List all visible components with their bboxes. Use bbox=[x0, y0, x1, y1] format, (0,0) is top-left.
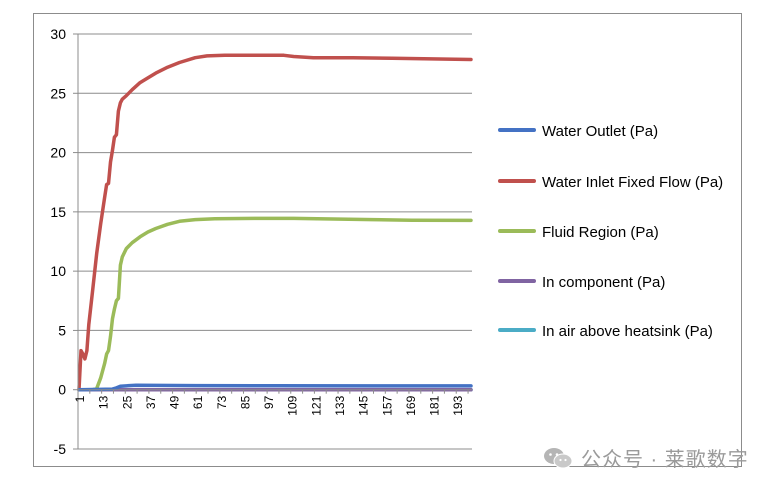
legend-item: Water Outlet (Pa) bbox=[498, 121, 738, 142]
x-tick-label: 1 bbox=[73, 395, 87, 402]
legend-swatch bbox=[498, 229, 536, 233]
y-tick-label: 25 bbox=[50, 85, 66, 101]
x-tick-label: 181 bbox=[428, 395, 442, 415]
x-tick-label: 121 bbox=[309, 395, 323, 415]
x-tick-label: 97 bbox=[262, 395, 276, 409]
watermark: 公众号 · 莱歌数字 bbox=[543, 443, 749, 472]
y-tick-label: -5 bbox=[54, 441, 67, 457]
watermark-text: 公众号 · 莱歌数字 bbox=[581, 449, 749, 471]
legend-label: Water Inlet Fixed Flow (Pa) bbox=[542, 174, 724, 191]
x-tick-label: 49 bbox=[168, 395, 182, 409]
legend-item: In component (Pa) bbox=[498, 272, 738, 293]
x-tick-label: 73 bbox=[215, 395, 229, 409]
x-tick-label: 133 bbox=[333, 395, 347, 415]
axes bbox=[73, 33, 472, 450]
legend-item: Water Inlet Fixed Flow (Pa) bbox=[498, 172, 738, 193]
y-tick-label: 15 bbox=[50, 204, 66, 220]
grid-lines bbox=[78, 33, 472, 450]
series-line-2 bbox=[77, 216, 473, 392]
y-tick-label: 20 bbox=[50, 145, 66, 161]
legend-swatch bbox=[498, 128, 536, 132]
series-line-1 bbox=[77, 53, 473, 392]
series-line-0 bbox=[77, 383, 473, 392]
x-tick-label: 157 bbox=[380, 395, 394, 415]
x-tick-label: 109 bbox=[286, 395, 300, 415]
wechat-icon bbox=[544, 447, 573, 468]
x-tick-label: 13 bbox=[97, 395, 111, 409]
x-tick-label: 25 bbox=[120, 395, 134, 409]
x-tick-label: 169 bbox=[404, 395, 418, 415]
x-tick-label: 61 bbox=[191, 395, 205, 409]
y-tick-label: 30 bbox=[50, 26, 66, 42]
x-tick-label: 37 bbox=[144, 395, 158, 409]
legend-swatch bbox=[498, 328, 536, 332]
x-tick-labels: 1 13 25 37 49 61 73 85 97 109 121 133 145 157 169 181 19… bbox=[73, 395, 465, 415]
legend-label: In component (Pa) bbox=[542, 274, 666, 291]
legend-label: Fluid Region (Pa) bbox=[542, 224, 659, 241]
legend-label: In air above heatsink (Pa) bbox=[542, 323, 713, 340]
y-tick-label: 0 bbox=[58, 382, 66, 398]
legend-item: Fluid Region (Pa) bbox=[498, 222, 738, 243]
y-tick-label: 10 bbox=[50, 263, 66, 279]
x-tick-label: 85 bbox=[238, 395, 252, 409]
legend-swatch bbox=[498, 279, 536, 283]
x-tick-label: 145 bbox=[357, 395, 371, 415]
y-tick-labels: -5 0 5 10 15 20 25 30 bbox=[50, 26, 66, 457]
x-tick-label: 193 bbox=[451, 395, 465, 415]
y-tick-label: 5 bbox=[58, 322, 66, 338]
series-lines bbox=[77, 53, 473, 392]
legend-label: Water Outlet (Pa) bbox=[542, 123, 659, 140]
legend-item: In air above heatsink (Pa) bbox=[498, 321, 738, 342]
legend-swatch bbox=[498, 179, 536, 183]
